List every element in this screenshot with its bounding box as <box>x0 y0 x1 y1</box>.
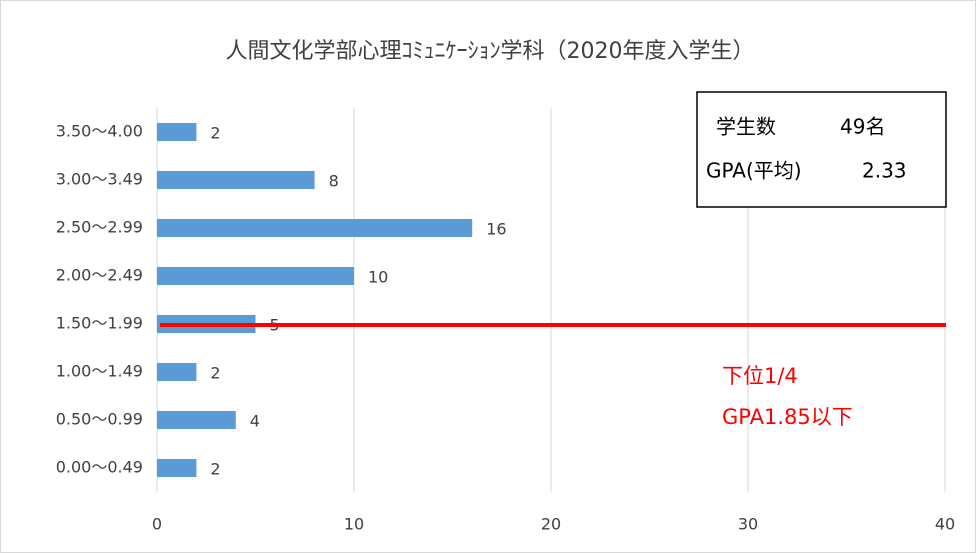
data-label: 4 <box>250 412 260 431</box>
data-label: 2 <box>210 364 220 383</box>
stat-value: 49名 <box>840 115 885 139</box>
data-label: 2 <box>210 460 220 479</box>
x-tick-label: 0 <box>152 515 162 534</box>
y-tick-label: 0.50～0.99 <box>56 410 143 429</box>
stat-value: 2.33 <box>862 159 907 183</box>
plot: 0 10 20 30 40 3.50～4.00 2 3.00～3.49 8 2.50～2.99 16… <box>56 108 955 534</box>
y-tick-label: 1.50～1.99 <box>56 314 143 333</box>
stat-label: GPA(平均) <box>706 159 802 183</box>
y-tick-label: 1.00～1.49 <box>56 362 143 381</box>
threshold-note: 下位1/4 <box>722 364 798 388</box>
bar <box>157 411 236 429</box>
x-tick-label: 20 <box>541 515 561 534</box>
x-tick-label: 40 <box>935 515 955 534</box>
stat-box <box>696 91 947 208</box>
threshold-note: GPA1.85以下 <box>722 405 853 429</box>
data-label: 2 <box>210 124 220 143</box>
bar <box>157 123 197 141</box>
x-tick-label: 30 <box>738 515 758 534</box>
y-tick-label: 2.00～2.49 <box>56 266 143 285</box>
data-label: 8 <box>329 172 339 191</box>
stat-label: 学生数 <box>716 115 776 139</box>
bar <box>157 171 315 189</box>
y-tick-label: 2.50～2.99 <box>56 218 143 237</box>
y-tick-label: 3.50～4.00 <box>56 122 143 141</box>
bar <box>157 363 197 381</box>
bar <box>157 459 197 477</box>
bar <box>157 219 473 237</box>
data-label: 10 <box>368 268 388 287</box>
bar <box>157 267 354 285</box>
data-label: 16 <box>486 220 506 239</box>
x-tick-label: 10 <box>344 515 364 534</box>
chart-title: 人間文化学部心理ｺﾐｭﾆｹｰｼｮﾝ学科（2020年度入学生） <box>226 39 755 64</box>
y-tick-label: 0.00～0.49 <box>56 458 143 477</box>
y-tick-label: 3.00～3.49 <box>56 170 143 189</box>
